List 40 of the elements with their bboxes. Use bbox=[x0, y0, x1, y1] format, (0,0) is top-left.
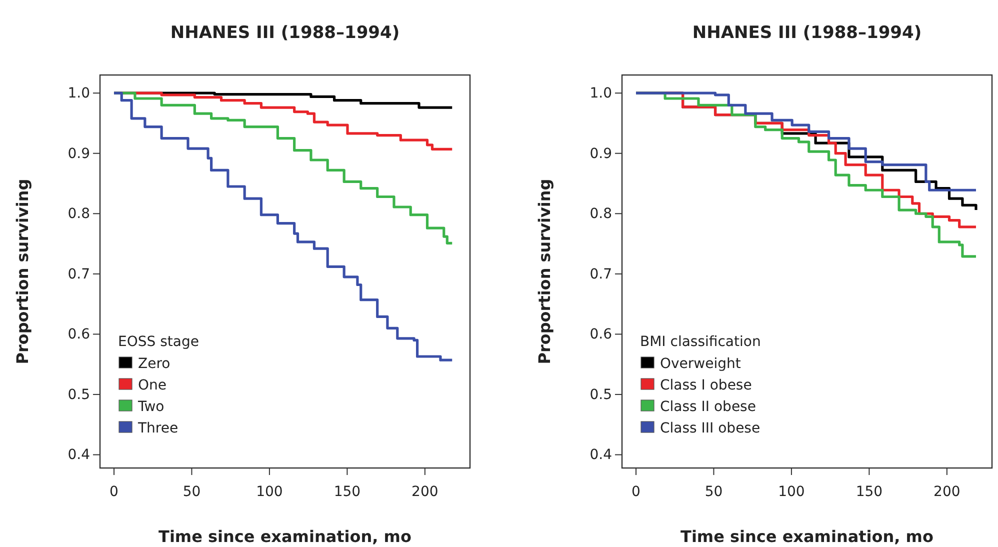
y-tick-label: 0.6 bbox=[68, 326, 90, 343]
x-tick-label: 200 bbox=[412, 484, 438, 500]
y-tick-label: 0.9 bbox=[590, 146, 612, 162]
legend-label: Class I obese bbox=[660, 378, 752, 394]
y-tick-label: 1.0 bbox=[590, 86, 612, 102]
y-tick-label: 0.5 bbox=[590, 386, 612, 403]
y-tick-label: 0.8 bbox=[68, 206, 90, 222]
x-tick-label: 200 bbox=[934, 484, 960, 500]
x-tick-label: 50 bbox=[182, 484, 201, 500]
x-tick-label: 150 bbox=[334, 484, 361, 500]
y-tick-label: 0.5 bbox=[68, 386, 90, 403]
y-tick-label: 0.6 bbox=[590, 326, 612, 343]
x-tick-label: 150 bbox=[856, 484, 883, 500]
y-tick-label: 0.4 bbox=[590, 447, 612, 464]
y-tick-label: 0.9 bbox=[68, 146, 90, 162]
x-axis-title: Time since examination, mo bbox=[680, 527, 934, 546]
y-tick-label: 0.4 bbox=[68, 447, 90, 464]
x-tick-label: 0 bbox=[632, 484, 640, 500]
legend-label: Three bbox=[137, 420, 178, 436]
x-tick-label: 100 bbox=[256, 484, 283, 500]
legend-label: Overweight bbox=[660, 356, 742, 372]
legend-label: Zero bbox=[138, 356, 170, 372]
legend-label: Two bbox=[137, 399, 164, 415]
x-tick-label: 50 bbox=[704, 484, 723, 500]
legend-title: BMI classification bbox=[640, 334, 761, 350]
chart-title: NHANES III (1988–1994) bbox=[170, 23, 400, 43]
legend-title: EOSS stage bbox=[118, 334, 199, 350]
legend-label: Class III obese bbox=[660, 420, 760, 436]
x-axis-title: Time since examination, mo bbox=[158, 527, 412, 546]
y-axis-title: Proportion surviving bbox=[535, 178, 554, 364]
y-tick-label: 0.8 bbox=[590, 206, 612, 222]
y-axis-title: Proportion surviving bbox=[13, 178, 32, 364]
legend-label: One bbox=[138, 378, 167, 394]
x-tick-label: 0 bbox=[110, 484, 118, 500]
x-tick-label: 100 bbox=[778, 484, 805, 500]
y-tick-label: 0.7 bbox=[590, 266, 612, 282]
chart-title: NHANES III (1988–1994) bbox=[692, 23, 922, 43]
y-tick-label: 0.7 bbox=[68, 266, 90, 282]
y-tick-label: 1.0 bbox=[68, 86, 90, 102]
legend-label: Class II obese bbox=[660, 399, 756, 415]
